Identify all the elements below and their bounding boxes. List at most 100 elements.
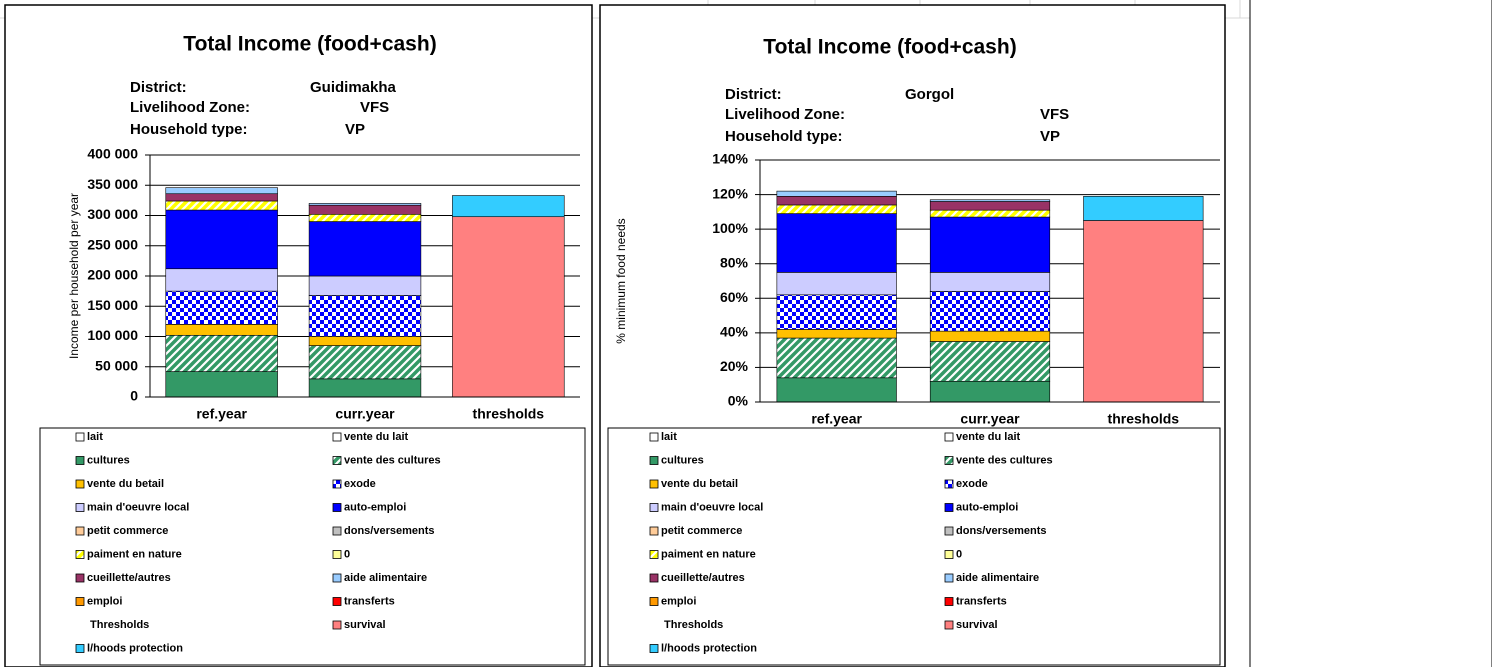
bar-segment [308, 378, 422, 398]
legend-label: main d'oeuvre local [87, 501, 189, 513]
legend-marker [944, 432, 954, 442]
y-tick-label: 300 000 [87, 206, 138, 222]
bar-segment [929, 199, 1051, 202]
bar-segment [308, 213, 422, 222]
bar-segment [165, 290, 278, 325]
info-label: District: [725, 86, 782, 103]
y-tick-label: 250 000 [87, 236, 138, 252]
legend-label: transferts [344, 595, 395, 607]
bar-segment [776, 204, 897, 214]
legend-marker [75, 526, 85, 536]
bar-segment [308, 203, 422, 206]
chart: Total Income (food+cash) District: Guidima… [4, 4, 593, 667]
legend-marker [944, 620, 954, 630]
bar-segment [929, 341, 1051, 382]
legend-label: vente du lait [344, 431, 409, 443]
legend-label: survival [956, 619, 998, 631]
bar-segment [452, 195, 565, 218]
legend-label: main d'oeuvre local [661, 501, 763, 513]
bar-segment [308, 336, 422, 346]
legend-marker [649, 456, 659, 465]
bar-segment [308, 221, 422, 277]
bar-segment [165, 193, 278, 202]
legend-label: Thresholds [90, 619, 149, 631]
x-tick-label: ref.year [811, 411, 862, 427]
legend-marker [332, 503, 342, 512]
bar-segment [776, 190, 897, 197]
legend-marker [649, 479, 659, 489]
bar-segment [929, 201, 1051, 211]
legend-marker [649, 597, 659, 606]
chart: Total Income (food+cash) District: Gorgol L… [599, 4, 1226, 667]
legend-marker [75, 573, 85, 583]
legend-marker [332, 479, 342, 489]
y-tick-label: 50 000 [95, 357, 138, 373]
bar-segment [165, 371, 278, 398]
legend-label: aide alimentaire [956, 572, 1039, 584]
legend-marker [332, 620, 342, 630]
info-label: Livelihood Zone: [130, 99, 250, 116]
legend-marker [75, 479, 85, 489]
legend-marker [944, 526, 954, 536]
legend-marker [75, 550, 85, 559]
bar-segment [776, 329, 897, 339]
legend-label: emploi [661, 595, 696, 607]
legend-label: survival [344, 619, 386, 631]
legend-label: cultures [87, 454, 130, 466]
bar-segment [929, 330, 1051, 342]
legend-label: aide alimentaire [344, 572, 427, 584]
bar-segment [308, 204, 422, 215]
y-tick-label: 100 000 [87, 327, 138, 343]
legend-marker [75, 644, 85, 653]
legend-marker [944, 573, 954, 583]
legend-label: exode [956, 478, 988, 490]
legend-marker [649, 503, 659, 512]
bar-segment [776, 337, 897, 379]
y-tick-label: 60% [720, 289, 749, 305]
legend-label: l/hoods protection [661, 642, 757, 654]
info-value: VFS [360, 99, 389, 116]
legend-marker [649, 573, 659, 583]
bar-segment [308, 345, 422, 380]
bar-segment [776, 272, 897, 296]
legend-marker [944, 479, 954, 489]
legend-marker [332, 597, 342, 606]
legend-marker [649, 550, 659, 559]
legend-label: emploi [87, 595, 122, 607]
legend-label: paiment en nature [87, 548, 182, 560]
bar-segment [165, 200, 278, 211]
bar-segment [165, 187, 278, 195]
y-tick-label: 200 000 [87, 267, 138, 283]
info-value: VP [345, 121, 365, 138]
legend-label: cultures [661, 454, 704, 466]
bar-segment [165, 268, 278, 292]
y-tick-label: 400 000 [87, 146, 138, 162]
bar-segment [776, 196, 897, 206]
bar-segment [165, 324, 278, 336]
bar-segment [165, 334, 278, 372]
legend-label: cueillette/autres [87, 572, 171, 584]
bar-segment [929, 209, 1051, 218]
y-tick-label: 80% [720, 254, 749, 270]
info-label: Household type: [725, 128, 843, 145]
info-value: VP [1040, 128, 1060, 145]
y-tick-label: 350 000 [87, 176, 138, 192]
legend-marker [75, 503, 85, 512]
info-label: Household type: [130, 121, 248, 138]
bar-segment [308, 275, 422, 296]
legend-label: exode [344, 478, 376, 490]
info-value: Guidimakha [310, 79, 397, 96]
bar-segment [452, 216, 565, 398]
legend-label: 0 [956, 548, 962, 560]
bar-segment [776, 213, 897, 273]
y-tick-label: 140% [712, 151, 748, 167]
y-tick-label: 0 [130, 388, 138, 404]
y-tick-label: 150 000 [87, 297, 138, 313]
legend-marker [944, 550, 954, 559]
legend-label: auto-emploi [956, 501, 1018, 513]
x-tick-label: thresholds [473, 406, 545, 422]
x-tick-label: curr.year [335, 406, 395, 422]
y-tick-label: 0% [728, 393, 749, 409]
y-tick-label: 40% [720, 324, 749, 340]
legend-marker [944, 597, 954, 606]
